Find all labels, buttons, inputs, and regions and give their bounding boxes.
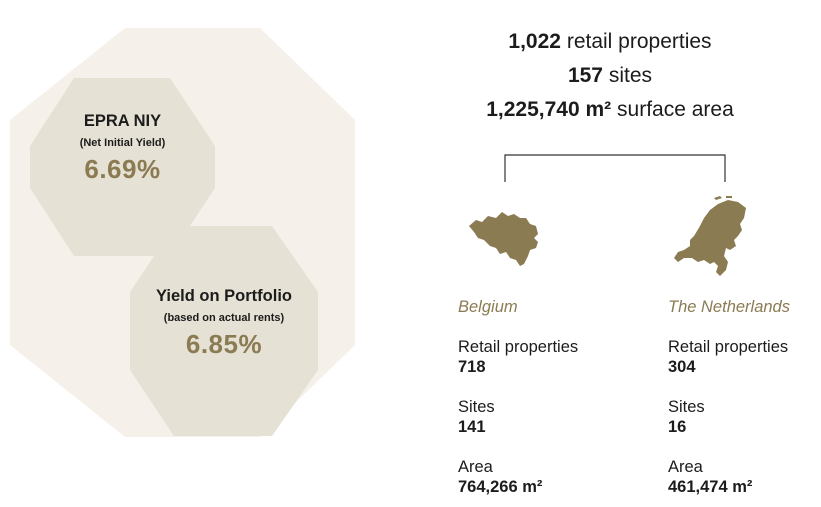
netherlands-area-value: 461,474 m² bbox=[668, 478, 753, 496]
summary-area-value: 1,225,740 m² bbox=[486, 98, 612, 121]
summary-sites-count: 157 bbox=[567, 64, 603, 87]
belgium-area-value: 764,266 m² bbox=[458, 478, 543, 496]
summary-area-label: surface area bbox=[617, 98, 734, 121]
netherlands-area-stat: Area 461,474 m² bbox=[668, 458, 752, 497]
yield-portfolio-value: 6.85% bbox=[185, 329, 263, 359]
bracket-connector bbox=[504, 154, 726, 182]
summary-sites-label: sites bbox=[608, 64, 653, 87]
yield-portfolio-title: Yield on Portfolio bbox=[156, 287, 292, 305]
summary-area: 1,225,740 m² surface area bbox=[440, 98, 780, 122]
epra-niy-title: EPRA NIY bbox=[83, 112, 162, 130]
belgium-retail-label: Retail properties bbox=[458, 338, 579, 356]
country-name-belgium: Belgium bbox=[458, 298, 518, 316]
yield-portfolio-block: Yield on Portfolio (based on actual rent… bbox=[130, 287, 318, 360]
epra-niy-subtitle: (Net Initial Yield) bbox=[79, 137, 166, 149]
country-name-netherlands: The Netherlands bbox=[668, 298, 790, 316]
belgium-map-icon bbox=[469, 212, 538, 266]
epra-niy-value: 6.69% bbox=[84, 154, 161, 184]
belgium-area-label: Area bbox=[458, 458, 493, 476]
yield-portfolio-subtitle: (based on actual rents) bbox=[163, 312, 285, 324]
netherlands-sites-label: Sites bbox=[668, 398, 705, 416]
belgium-sites-label: Sites bbox=[458, 398, 495, 416]
netherlands-map-icon bbox=[674, 196, 746, 276]
summary-properties-label: retail properties bbox=[566, 30, 712, 53]
netherlands-retail-value: 304 bbox=[668, 358, 696, 376]
netherlands-retail-stat: Retail properties 304 bbox=[668, 338, 788, 377]
netherlands-sites-value: 16 bbox=[668, 418, 687, 436]
netherlands-area-label: Area bbox=[668, 458, 703, 476]
epra-niy-block: EPRA NIY (Net Initial Yield) 6.69% bbox=[30, 112, 215, 185]
belgium-area-stat: Area 764,266 m² bbox=[458, 458, 542, 497]
epra-niy-hexagon bbox=[30, 78, 215, 256]
netherlands-retail-label: Retail properties bbox=[668, 338, 789, 356]
belgium-retail-value: 718 bbox=[458, 358, 486, 376]
yield-portfolio-hexagon bbox=[130, 226, 318, 436]
belgium-sites-stat: Sites 141 bbox=[458, 398, 495, 437]
belgium-sites-value: 141 bbox=[458, 418, 486, 436]
belgium-retail-stat: Retail properties 718 bbox=[458, 338, 578, 377]
netherlands-sites-stat: Sites 16 bbox=[668, 398, 705, 437]
summary-sites: 157 sites bbox=[440, 64, 780, 88]
summary-properties: 1,022 retail properties bbox=[440, 30, 780, 54]
summary-properties-count: 1,022 bbox=[508, 30, 561, 53]
